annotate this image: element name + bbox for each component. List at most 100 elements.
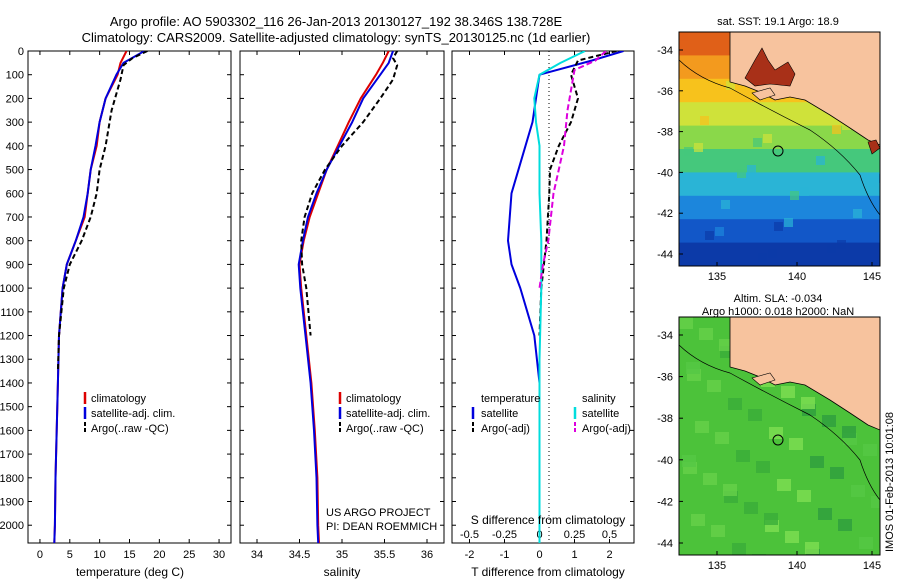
sla-pixel — [756, 461, 770, 473]
temperature-axis: 0 5 10 15 20 25 30 — [37, 51, 225, 561]
depth-axis: 0 100 200 300 400 500 600 700 800 900 1000 1100 1200… — [0, 46, 634, 532]
sst-pixel — [747, 165, 756, 174]
temperature-legend: climatology satellite-adj. clim. Argo(..… — [83, 392, 175, 435]
salinity-axis: 34 34.5 35 35.5 36 — [251, 51, 433, 561]
depth-tick-label: 800 — [6, 236, 24, 248]
sst-contour — [679, 59, 880, 216]
sst-map-title: sat. SST: 19.1 Argo: 18.9 — [717, 16, 839, 28]
temperature-lines — [53, 51, 148, 543]
lat-tick-label: -38 — [657, 413, 673, 425]
australia-land — [729, 317, 880, 431]
sla-pixel — [707, 380, 721, 392]
sla-pixel — [830, 467, 844, 479]
legend-argo: Argo(..raw -QC) — [91, 423, 169, 435]
legend-argo: Argo(..raw -QC) — [346, 423, 424, 435]
depth-tick-label: 1800 — [0, 473, 24, 485]
argo-location-marker — [772, 145, 784, 157]
legend-s-argo: Argo(-adj) — [582, 423, 631, 435]
temperature-xlabel: temperature (deg C) — [76, 565, 184, 579]
sst-pixel — [694, 143, 703, 152]
sla-pixel — [859, 537, 873, 549]
depth-tick-label: 1600 — [0, 425, 24, 437]
sla-pixel — [810, 456, 824, 468]
sla-pixel — [732, 543, 746, 555]
sla-pixel — [752, 554, 766, 555]
depth-tick-label: 1500 — [0, 402, 24, 414]
depth-tick-label: 400 — [6, 141, 24, 153]
sst-pixel — [832, 125, 841, 134]
bass-strait-warm — [867, 139, 880, 155]
legend-temperature-title: temperature — [481, 393, 540, 405]
legend-satellite: satellite-adj. clim. — [91, 408, 175, 420]
depth-tick-label: 1700 — [0, 449, 24, 461]
sla-pixel — [723, 484, 737, 496]
legend-climatology: climatology — [91, 393, 147, 405]
kangaroo-island — [751, 87, 776, 101]
lat-tick-label: -42 — [657, 208, 673, 220]
x-tick-label: 36 — [421, 549, 433, 561]
x-tick-label: 0 — [536, 549, 542, 561]
lat-tick-label: -38 — [657, 127, 673, 139]
sla-pixel — [777, 479, 791, 491]
pi-annotation: PI: DEAN ROEMMICH — [326, 521, 437, 533]
sla-pixel — [805, 542, 819, 554]
x-tick-label: 35 — [336, 549, 348, 561]
sla-pixel — [736, 450, 750, 462]
sst-pixel — [827, 244, 836, 253]
argo-location-marker — [772, 434, 784, 446]
lat-tick-label: -40 — [657, 167, 673, 179]
sst-pixel — [837, 240, 846, 249]
x-tick-label: -1 — [500, 549, 510, 561]
sla-pixel — [863, 444, 877, 456]
sla-map-frame — [678, 316, 881, 556]
sst-pixel — [853, 209, 862, 218]
depth-tick-label: 900 — [6, 259, 24, 271]
x-tick-label: 34.5 — [289, 549, 310, 561]
series-line — [533, 51, 586, 543]
sst-pixel — [800, 187, 809, 196]
sla-pixel — [838, 519, 852, 531]
lon-tick-label: 145 — [863, 271, 881, 283]
sst-map-frame — [678, 31, 881, 267]
lon-tick-label: 135 — [708, 271, 726, 283]
sla-pixel — [764, 513, 778, 525]
sst-map — [679, 32, 880, 266]
x-tick-label: 10 — [94, 549, 106, 561]
depth-tick-label: 1200 — [0, 331, 24, 343]
sla-pixel — [715, 432, 729, 444]
sla-pixel — [686, 362, 700, 374]
sla-pixel — [682, 455, 696, 467]
lon-tick-label: 145 — [863, 560, 881, 572]
depth-tick-label: 1300 — [0, 354, 24, 366]
x-tick-label: 0 — [37, 549, 43, 561]
salinity-legend: climatology satellite-adj. clim. Argo(..… — [326, 392, 437, 533]
depth-tick-label: 1000 — [0, 283, 24, 295]
salinity-xlabel: salinity — [324, 565, 361, 579]
sst-pixel — [710, 112, 719, 121]
sla-pixel — [797, 490, 811, 502]
sla-pixel — [781, 386, 795, 398]
lat-tick-label: -34 — [657, 45, 673, 57]
legend-salinity-title: salinity — [582, 393, 616, 405]
sst-pixel — [737, 169, 746, 178]
sla-map-ticks: -34 -36 -38 -40 -42 -44 135 140 145 — [657, 330, 881, 572]
series-line — [56, 51, 148, 372]
lat-tick-label: -44 — [657, 249, 673, 261]
sst-band — [679, 195, 880, 221]
sst-pixel — [753, 138, 762, 147]
difference-axis: -2 -1 0 1 2-0.5 -0.25 0 0.25 0.5 — [460, 51, 617, 561]
sst-pixel — [768, 249, 777, 258]
depth-tick-label: 2000 — [0, 520, 24, 532]
sla-pixel — [699, 328, 713, 340]
sst-pixel — [731, 196, 740, 205]
difference-toplabel: S difference from climatology — [471, 513, 626, 527]
salinity-panel — [239, 50, 445, 544]
sla-pixel — [691, 514, 705, 526]
sst-pixel — [721, 200, 730, 209]
lat-tick-label: -44 — [657, 538, 673, 550]
sla-pixel — [822, 415, 836, 427]
sla-pixel — [728, 398, 742, 410]
sst-pixel — [790, 191, 799, 200]
sla-pixel — [801, 397, 815, 409]
depth-tick-label: 700 — [6, 212, 24, 224]
